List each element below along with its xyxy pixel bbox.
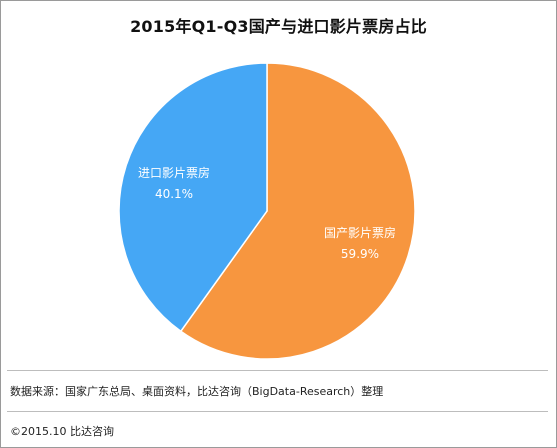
pie-slice-2: [118, 62, 268, 333]
source-note: 数据来源：国家广东总局、桌面资料，比达咨询（BigData-Research）整…: [10, 385, 384, 398]
slice-label-1: 国产影片票房: [324, 225, 396, 240]
slice-value-label-1: 59.9%: [341, 247, 379, 261]
footer-divider-bottom: [7, 411, 548, 412]
slice-label-2: 进口影片票房: [138, 165, 210, 180]
copyright-note: ©2015.10 比达咨询: [10, 425, 114, 438]
pie-slices: [118, 62, 416, 360]
slice-value-label-2: 40.1%: [155, 187, 193, 201]
pie-slice-1: [179, 62, 416, 360]
pie-labels: 国产影片票房 59.9% 进口影片票房 40.1%: [138, 165, 396, 261]
footer-divider-top: [7, 370, 548, 371]
chart-title: 2015年Q1-Q3国产与进口影片票房占比: [130, 17, 427, 36]
